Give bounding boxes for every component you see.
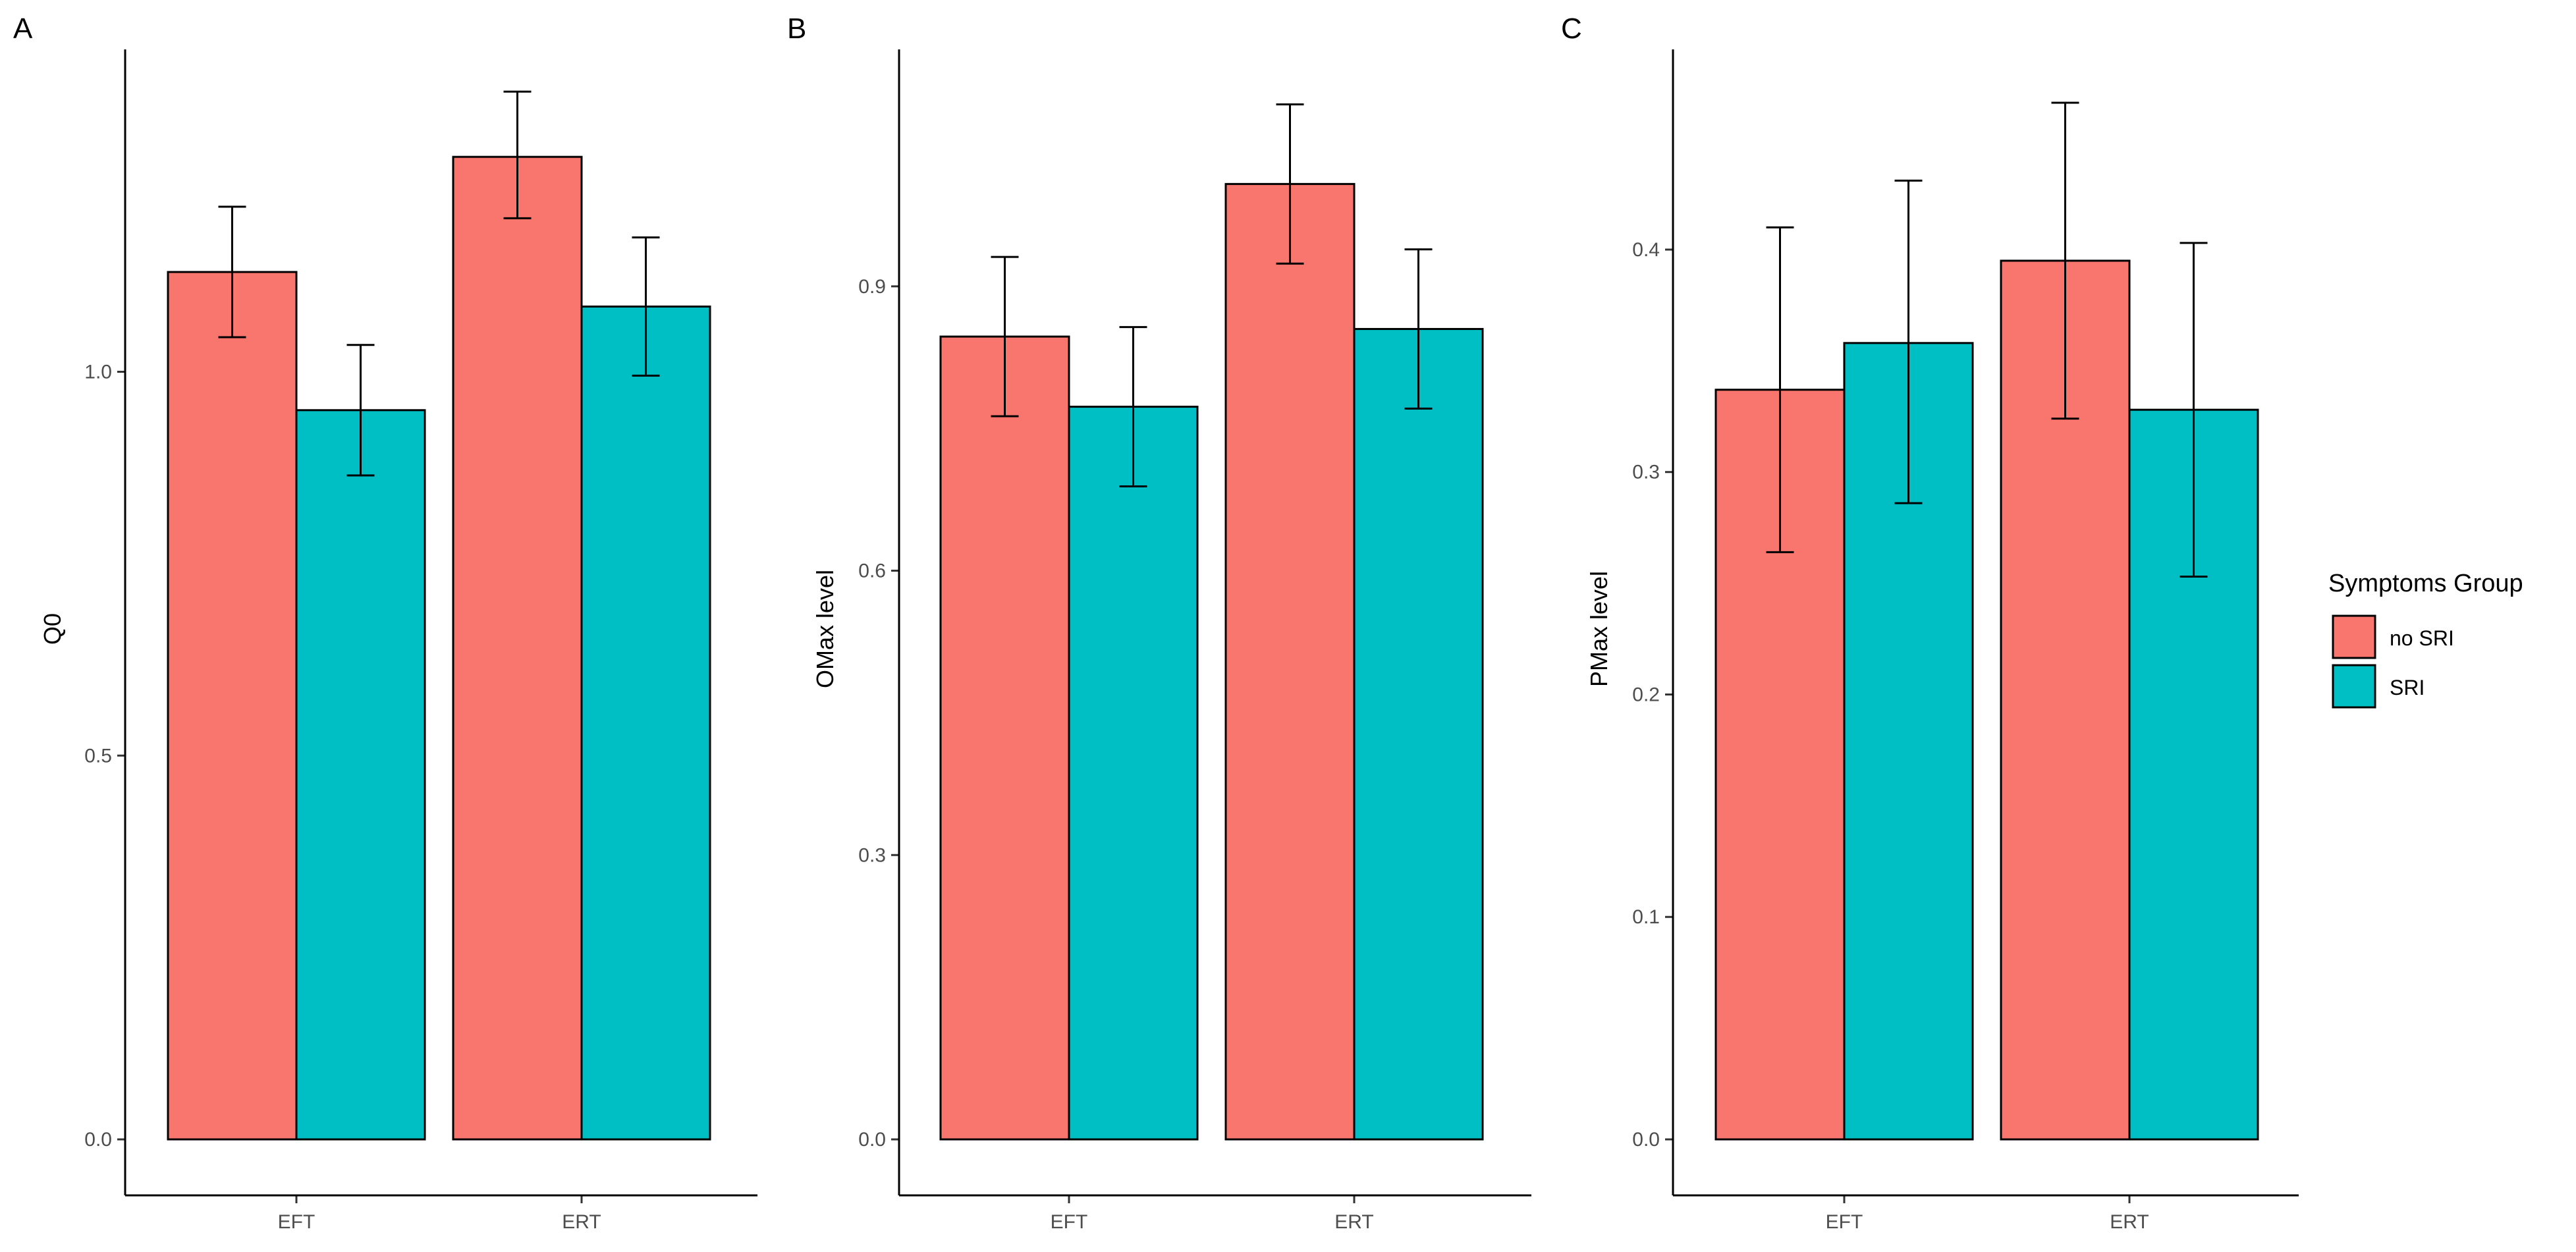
- y-tick-label: 0.0: [1632, 1129, 1660, 1151]
- panel-letter: B: [787, 13, 806, 45]
- y-tick-label: 0.0: [84, 1129, 112, 1151]
- bar-ert-no-sri: [452, 155, 583, 1141]
- chart-panel-b: B OMax level EFT ERT 0.0 0.3 0.6 0.9: [787, 13, 1531, 1233]
- y-tick-label: 0.1: [1632, 906, 1660, 928]
- x-tick-label: EFT: [1051, 1211, 1088, 1233]
- bar-eft-sri: [295, 409, 426, 1141]
- y-tick-label: 0.0: [858, 1129, 886, 1151]
- y-axis-title: PMax level: [1585, 571, 1612, 687]
- x-tick-label: ERT: [2110, 1211, 2149, 1233]
- bar-ert-no-sri: [1224, 182, 1356, 1141]
- x-tick-label: EFT: [278, 1211, 315, 1233]
- bar-eft-no-sri: [167, 271, 298, 1141]
- y-tick-label: 0.2: [1632, 684, 1660, 705]
- panel-letter: C: [1561, 13, 1582, 45]
- legend-title: Symptoms Group: [2328, 570, 2523, 597]
- y-tick-label: 0.5: [84, 745, 112, 767]
- legend: Symptoms Group no SRI SRI: [2328, 570, 2523, 709]
- x-tick-label: ERT: [1334, 1211, 1373, 1233]
- y-tick-label: 0.3: [858, 844, 886, 866]
- bar-eft-sri: [1068, 406, 1199, 1141]
- x-tick-label: ERT: [562, 1211, 601, 1233]
- y-tick-label: 0.9: [858, 276, 886, 298]
- y-tick-label: 1.0: [84, 362, 112, 383]
- y-axis-title: OMax level: [811, 570, 838, 688]
- bar-eft-no-sri: [939, 335, 1070, 1141]
- legend-swatch-sri: [2332, 664, 2376, 709]
- bar-ert-sri: [580, 305, 711, 1141]
- y-tick-label: 0.4: [1632, 239, 1660, 261]
- x-tick-label: EFT: [1826, 1211, 1863, 1233]
- y-tick-label: 0.6: [858, 560, 886, 582]
- legend-label-sri: SRI: [2390, 676, 2425, 699]
- legend-label-no-sri: no SRI: [2390, 626, 2454, 650]
- bar-ert-sri: [1353, 328, 1484, 1141]
- panel-letter: A: [13, 13, 33, 45]
- chart-panel-a: A Q0 EFT ERT 0.0 0.5 1.0: [13, 13, 757, 1233]
- chart-panel-c: C PMax level EFT ERT 0.0 0.1 0.2 0.3 0.4: [1561, 13, 2299, 1233]
- y-axis-title: Q0: [39, 613, 66, 645]
- y-tick-label: 0.3: [1632, 462, 1660, 483]
- legend-swatch-no-sri: [2332, 614, 2376, 659]
